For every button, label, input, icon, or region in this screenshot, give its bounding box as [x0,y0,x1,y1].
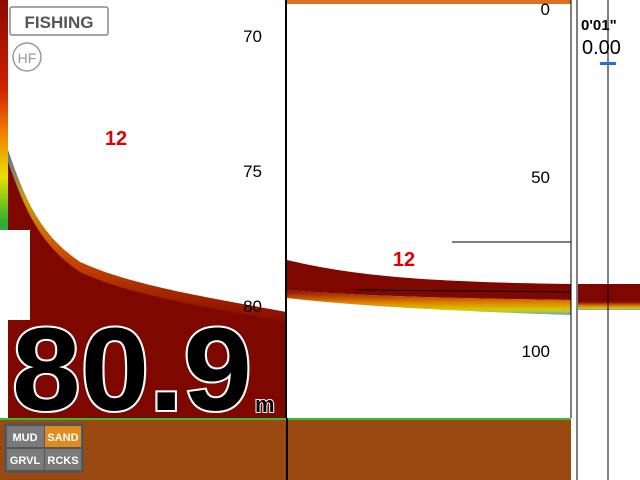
history-scale-label: 0 [541,0,550,19]
bottom-type-label: GRVL [10,455,41,467]
history-scale-label: 100 [522,342,550,361]
target-depth: 12 [393,249,415,271]
bottom-type-label: RCKS [47,455,78,467]
depth-unit: m [255,392,275,417]
divider [571,418,577,480]
depth-readout: 80.9 [12,304,252,436]
bottom-type-button[interactable] [45,426,81,447]
bottom-type-button[interactable] [7,426,44,447]
seabed-strip [0,418,640,480]
divider [286,418,288,480]
marker-line [354,289,572,293]
blank [0,230,30,320]
bottom-type-label: MUD [12,432,37,444]
flasher-fringe [578,302,640,310]
zoom-scale-label: 75 [243,162,262,181]
bottom-type-label: SAND [47,432,78,444]
color-bar [0,0,8,295]
history-scale-label: 50 [531,168,550,187]
bottom-echo [8,150,286,418]
flasher-value: 0.00 [582,37,621,59]
mode-box [9,6,109,36]
target-depth: 12 [105,128,127,150]
bottom-type-button[interactable] [7,449,44,470]
flasher-mark [600,62,616,65]
zoom-scale-label: 70 [243,27,262,46]
freq-icon [12,42,42,72]
top-bar [287,0,571,4]
zoom-scale-label: 80 [243,297,262,316]
mode-label: FISHING [25,13,94,32]
bottom-type-button[interactable] [45,449,81,470]
freq-label: HF [18,50,37,66]
flasher-time: 0'01" [581,17,617,34]
flasher-bottom [578,284,640,302]
bottom-edge [8,150,286,322]
history-fringe [287,290,571,315]
